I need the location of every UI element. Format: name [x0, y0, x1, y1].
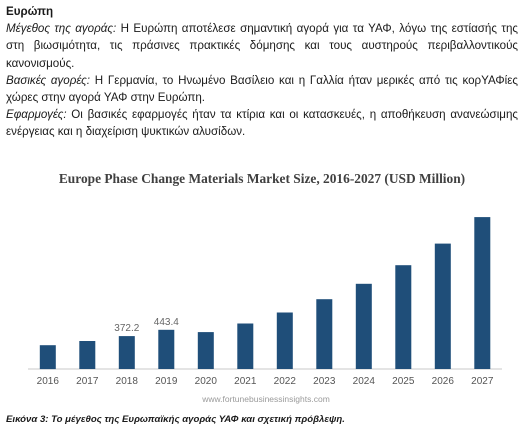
section-text: Ευρώπη Μέγεθος της αγοράς: Η Ευρώπη αποτ…: [6, 3, 518, 141]
x-tick-label: 2025: [392, 376, 415, 387]
x-tick-label: 2026: [432, 376, 455, 387]
x-tick-label: 2023: [313, 376, 336, 387]
bar-2026: [434, 243, 451, 369]
data-labels-layer: 372.2 443.4: [114, 317, 179, 334]
bars-layer: [39, 217, 491, 370]
bar-2021: [237, 323, 254, 369]
x-tick-label: 2018: [116, 376, 139, 387]
bar-2024: [355, 283, 372, 369]
paragraph-label: Εφαρμογές:: [6, 108, 67, 122]
bar-chart: Europe Phase Change Materials Market Siz…: [28, 171, 502, 404]
bar-2027: [474, 217, 491, 369]
bar-2018: [118, 336, 135, 369]
x-tick-label: 2027: [471, 376, 494, 387]
data-label-2019: 443.4: [154, 317, 179, 328]
paragraph-text: Οι βασικές εφαρμογές ήταν τα κτίρια και …: [6, 108, 518, 139]
data-label-2018: 372.2: [114, 323, 139, 334]
x-tick-labels-layer: 2016 2017 2018 2019 2020 2021 2022 2023 2024 2025…: [37, 376, 494, 387]
paragraph-label: Μέγεθος της αγοράς:: [6, 22, 117, 36]
paragraph-text: Η Ευρώπη αποτέλεσε σημαντική αγορά για τ…: [6, 22, 518, 70]
chart-watermark: www.fortunebusinessinsights.com: [201, 394, 330, 404]
bar-2022: [276, 312, 293, 369]
paragraph-key-markets: Βασικές αγορές: Η Γερμανία, το Ηνωμένο Β…: [6, 72, 518, 106]
x-tick-label: 2021: [234, 376, 257, 387]
bar-2023: [316, 299, 333, 369]
x-tick-label: 2024: [353, 376, 376, 387]
figure-caption: Εικόνα 3: Το μέγεθος της Ευρωπαϊκής αγορ…: [6, 414, 345, 425]
x-tick-label: 2020: [195, 376, 218, 387]
bar-2019: [158, 329, 175, 369]
section-heading: Ευρώπη: [6, 5, 54, 18]
paragraph-label: Βασικές αγορές:: [6, 73, 91, 87]
paragraph-applications: Εφαρμογές: Οι βασικές εφαρμογές ήταν τα …: [6, 106, 518, 140]
x-tick-label: 2017: [76, 376, 99, 387]
bar-2017: [79, 341, 96, 369]
bar-2020: [197, 332, 214, 369]
bar-2016: [39, 345, 56, 370]
paragraph-text: Η Γερμανία, το Ηνωμένο Βασίλειο και η Γα…: [6, 73, 518, 105]
paragraph-market-size: Μέγεθος της αγοράς: Η Ευρώπη αποτέλεσε σ…: [6, 20, 518, 72]
x-tick-label: 2019: [155, 376, 178, 387]
x-tick-label: 2016: [37, 376, 60, 387]
market-size-chart: Europe Phase Change Materials Market Siz…: [6, 160, 518, 408]
bar-2025: [395, 265, 412, 369]
x-tick-label: 2022: [274, 376, 297, 387]
chart-title: Europe Phase Change Materials Market Siz…: [59, 171, 465, 186]
